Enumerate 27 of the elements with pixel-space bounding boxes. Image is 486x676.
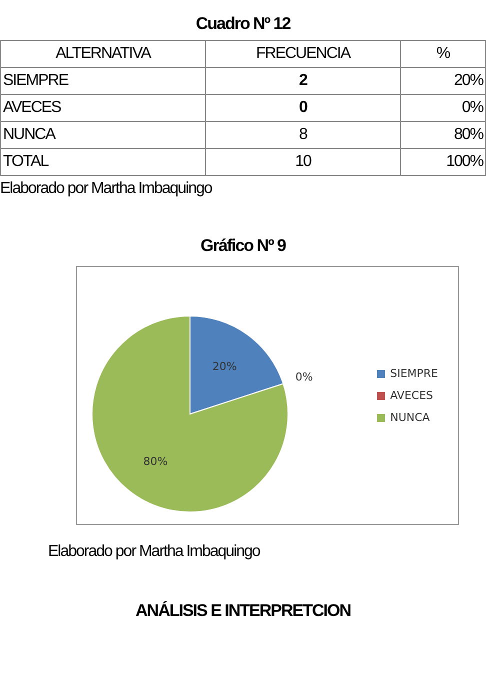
legend-label: SIEMPRE xyxy=(390,366,438,382)
text: 0% xyxy=(295,370,313,384)
legend-label: NUNCA xyxy=(390,410,430,426)
pie-slice xyxy=(92,316,288,512)
text: 100% xyxy=(400,148,486,176)
text: Elaborado por Martha Imbaquingo xyxy=(0,180,214,198)
text: 0 xyxy=(206,94,400,122)
text: % xyxy=(400,40,486,68)
text: 20% xyxy=(454,72,483,89)
legend-label: AVECES xyxy=(390,388,434,404)
data-label: 20% xyxy=(212,360,237,373)
category-label: SIEMPRE xyxy=(3,72,68,89)
text: Cuadro Nº 12 xyxy=(194,14,292,34)
text: TOTAL xyxy=(0,148,206,176)
category-label: AVECES xyxy=(3,99,61,116)
category-label: NUNCA xyxy=(3,126,55,143)
text: 80% xyxy=(454,126,483,143)
data-label: 80% xyxy=(143,455,168,468)
text: ANÁLISIS E INTERPRETCION xyxy=(134,601,352,621)
text: 8 xyxy=(206,122,400,148)
text: 10 xyxy=(206,148,400,176)
text: 0% xyxy=(462,99,483,116)
text: FRECUENCIA xyxy=(206,40,400,68)
text: 2 xyxy=(206,68,400,94)
text: ALTERNATIVA xyxy=(0,40,206,68)
text: Elaborado por Martha Imbaquingo xyxy=(48,543,262,561)
chart-title: Gráfico Nº 9 xyxy=(200,236,287,256)
